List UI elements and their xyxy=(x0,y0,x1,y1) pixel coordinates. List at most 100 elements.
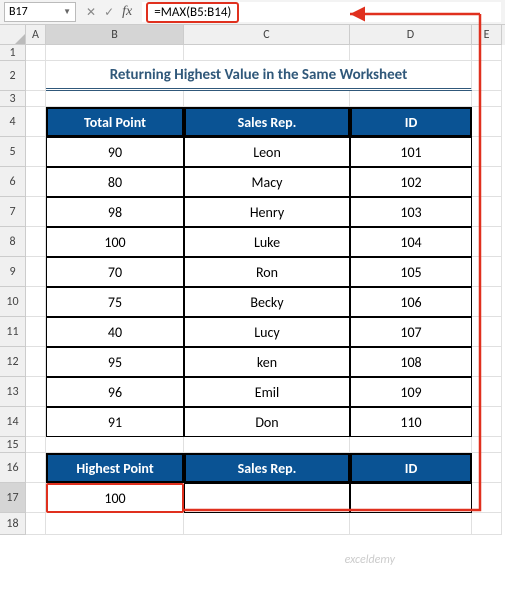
cell-id[interactable]: 110 xyxy=(350,407,472,437)
enter-icon[interactable]: ✓ xyxy=(104,5,114,20)
row-header-1[interactable]: 1 xyxy=(0,45,26,61)
cell-point[interactable]: 70 xyxy=(46,257,184,287)
cell[interactable] xyxy=(184,437,350,453)
cell-rep[interactable]: Macy xyxy=(184,167,350,197)
row-header-15[interactable]: 15 xyxy=(0,437,26,453)
cell[interactable] xyxy=(350,513,472,535)
cell-point[interactable]: 40 xyxy=(46,317,184,347)
cell[interactable] xyxy=(26,317,46,347)
row-header-7[interactable]: 7 xyxy=(0,197,26,227)
cell[interactable] xyxy=(46,437,184,453)
row-header-18[interactable]: 18 xyxy=(0,513,26,535)
cell[interactable] xyxy=(350,91,472,107)
cell-point[interactable]: 75 xyxy=(46,287,184,317)
cell[interactable] xyxy=(472,347,502,377)
cell[interactable] xyxy=(472,167,502,197)
row-header-17[interactable]: 17 xyxy=(0,483,26,513)
cell[interactable] xyxy=(472,45,502,61)
cell[interactable] xyxy=(472,91,502,107)
cell-d17[interactable] xyxy=(350,483,472,513)
cell[interactable] xyxy=(26,107,46,137)
cell[interactable] xyxy=(46,45,184,61)
cell-id[interactable]: 105 xyxy=(350,257,472,287)
cell-rep[interactable]: Lucy xyxy=(184,317,350,347)
cell-point[interactable]: 95 xyxy=(46,347,184,377)
cell[interactable] xyxy=(26,287,46,317)
cell-id[interactable]: 107 xyxy=(350,317,472,347)
row-header-4[interactable]: 4 xyxy=(0,107,26,137)
row-header-16[interactable]: 16 xyxy=(0,453,26,483)
cell-point[interactable]: 96 xyxy=(46,377,184,407)
header-id[interactable]: ID xyxy=(350,107,472,137)
cell[interactable] xyxy=(26,347,46,377)
cell[interactable] xyxy=(472,377,502,407)
header-sales-rep[interactable]: Sales Rep. xyxy=(184,107,350,137)
cell[interactable] xyxy=(26,227,46,257)
cell[interactable] xyxy=(26,453,46,483)
row-header-12[interactable]: 12 xyxy=(0,347,26,377)
cell-rep[interactable]: Henry xyxy=(184,197,350,227)
cell[interactable] xyxy=(472,137,502,167)
cell-point[interactable]: 90 xyxy=(46,137,184,167)
cell-point[interactable]: 80 xyxy=(46,167,184,197)
cell[interactable] xyxy=(472,287,502,317)
cell[interactable] xyxy=(46,513,184,535)
cell[interactable] xyxy=(26,377,46,407)
col-header-a[interactable]: A xyxy=(26,25,46,45)
row-header-11[interactable]: 11 xyxy=(0,317,26,347)
header-total-point[interactable]: Total Point xyxy=(46,107,184,137)
cell[interactable] xyxy=(46,91,184,107)
result-header-highest[interactable]: Highest Point xyxy=(46,453,184,483)
cell-id[interactable]: 108 xyxy=(350,347,472,377)
row-header-6[interactable]: 6 xyxy=(0,167,26,197)
cell[interactable] xyxy=(472,257,502,287)
cell[interactable] xyxy=(26,257,46,287)
row-header-3[interactable]: 3 xyxy=(0,91,26,107)
cell[interactable] xyxy=(350,437,472,453)
cell[interactable] xyxy=(472,197,502,227)
cell-id[interactable]: 101 xyxy=(350,137,472,167)
cell[interactable] xyxy=(26,167,46,197)
cell-rep[interactable]: Emil xyxy=(184,377,350,407)
fx-icon[interactable]: fx xyxy=(122,4,132,20)
cell[interactable] xyxy=(26,407,46,437)
cell-rep[interactable]: Becky xyxy=(184,287,350,317)
col-header-b[interactable]: B xyxy=(46,25,184,45)
cell[interactable] xyxy=(472,513,502,535)
cell[interactable] xyxy=(472,483,502,513)
row-header-8[interactable]: 8 xyxy=(0,227,26,257)
row-header-14[interactable]: 14 xyxy=(0,407,26,437)
cell[interactable] xyxy=(472,227,502,257)
cell[interactable] xyxy=(26,437,46,453)
cell-id[interactable]: 104 xyxy=(350,227,472,257)
cell-rep[interactable]: Luke xyxy=(184,227,350,257)
row-header-2[interactable]: 2 xyxy=(0,61,26,91)
cell-id[interactable]: 102 xyxy=(350,167,472,197)
cell[interactable] xyxy=(472,317,502,347)
cell-rep[interactable]: Ron xyxy=(184,257,350,287)
dropdown-icon[interactable]: ▼ xyxy=(63,7,71,17)
cell[interactable] xyxy=(26,45,46,61)
cell-b17[interactable]: 100 xyxy=(46,483,184,513)
cell[interactable] xyxy=(26,137,46,167)
row-header-13[interactable]: 13 xyxy=(0,377,26,407)
cell[interactable] xyxy=(184,513,350,535)
formula-input[interactable]: =MAX(B5:B14) xyxy=(142,2,501,22)
cell[interactable] xyxy=(472,453,502,483)
result-header-id[interactable]: ID xyxy=(350,453,472,483)
cell-point[interactable]: 98 xyxy=(46,197,184,227)
cell[interactable] xyxy=(472,107,502,137)
title-cell[interactable]: Returning Highest Value in the Same Work… xyxy=(46,61,472,91)
cell-id[interactable]: 106 xyxy=(350,287,472,317)
cell[interactable] xyxy=(26,513,46,535)
cell[interactable] xyxy=(472,437,502,453)
row-header-9[interactable]: 9 xyxy=(0,257,26,287)
cell[interactable] xyxy=(184,91,350,107)
cancel-icon[interactable]: ✕ xyxy=(86,5,96,20)
cell-rep[interactable]: ken xyxy=(184,347,350,377)
cell-id[interactable]: 109 xyxy=(350,377,472,407)
cell[interactable] xyxy=(26,91,46,107)
col-header-e[interactable]: E xyxy=(472,25,502,45)
cell-point[interactable]: 91 xyxy=(46,407,184,437)
cell[interactable] xyxy=(472,61,502,91)
